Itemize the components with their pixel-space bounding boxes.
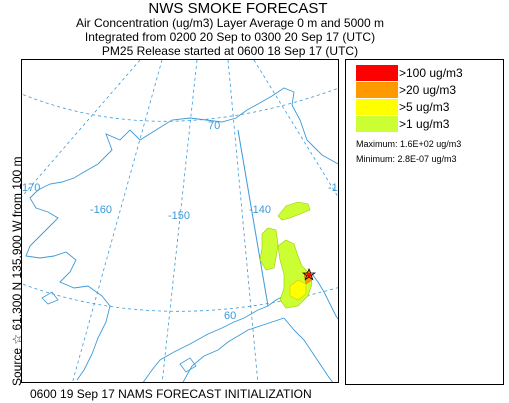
lon-line-150 xyxy=(161,60,198,382)
legend-label: >100 ug/m3 xyxy=(399,66,463,80)
forecast-initialization-footer: 0600 19 Sep 17 NAMS FORECAST INITIALIZAT… xyxy=(30,387,312,401)
legend-label: >20 ug/m3 xyxy=(399,83,457,97)
kodiak-island xyxy=(179,357,197,373)
legend-label: >1 ug/m3 xyxy=(399,117,450,131)
canada-border xyxy=(237,129,269,307)
release-info: PM25 Release started at 0600 18 Sep 17 (… xyxy=(101,44,359,58)
lat-line-60 xyxy=(22,283,338,312)
grid-label-lon160: -160 xyxy=(90,204,113,216)
map-panel: 70 60 170 -160 -150 -140 -130 xyxy=(21,59,339,383)
legend-label: >5 ug/m3 xyxy=(399,100,450,114)
kenai-coast xyxy=(182,317,285,382)
smoke-core-red xyxy=(306,272,312,278)
legend-maximum: Maximum: 1.6E+02 ug/m3 xyxy=(356,139,462,149)
legend-minimum: Minimum: 2.8E-07 ug/m3 xyxy=(356,154,457,164)
lon-line-130 xyxy=(253,60,338,198)
panhandle-coast xyxy=(283,317,334,382)
concentration-subtitle: Air Concentration (ug/m3) Layer Average … xyxy=(76,16,384,30)
grid-label-lon170: 170 xyxy=(22,182,41,194)
smoke-plume-north xyxy=(277,201,311,221)
alaska-coastline xyxy=(25,87,338,382)
integration-period: Integrated from 0200 20 Sep to 0300 20 S… xyxy=(84,30,376,44)
legend-swatch-lightgreen xyxy=(356,116,398,132)
grid-label-lon140: -140 xyxy=(249,204,272,216)
smoke-core-yellow xyxy=(289,279,307,301)
legend-panel: >100 ug/m3 >20 ug/m3 >5 ug/m3 >1 ug/m3 M… xyxy=(345,59,504,385)
forecast-title: NWS SMOKE FORECAST xyxy=(148,0,328,17)
legend-swatch-yellow xyxy=(356,99,398,115)
lon-line-140 xyxy=(227,60,259,382)
grid-label-lon150: -150 xyxy=(168,210,191,222)
legend-swatch-orange xyxy=(356,82,398,98)
nunivak-island xyxy=(41,291,59,305)
lat-line-70 xyxy=(22,87,338,122)
map-canvas xyxy=(22,60,338,382)
smoke-plume-west xyxy=(259,227,279,271)
legend-swatch-red xyxy=(356,65,398,81)
source-star-icon xyxy=(301,267,317,281)
lon-line-170 xyxy=(22,60,141,198)
grid-label-lat60: 60 xyxy=(224,310,237,322)
lon-line-160 xyxy=(72,60,163,382)
grid-label-lat70: 70 xyxy=(208,120,221,132)
grid-label-lon130: -130 xyxy=(328,182,338,194)
